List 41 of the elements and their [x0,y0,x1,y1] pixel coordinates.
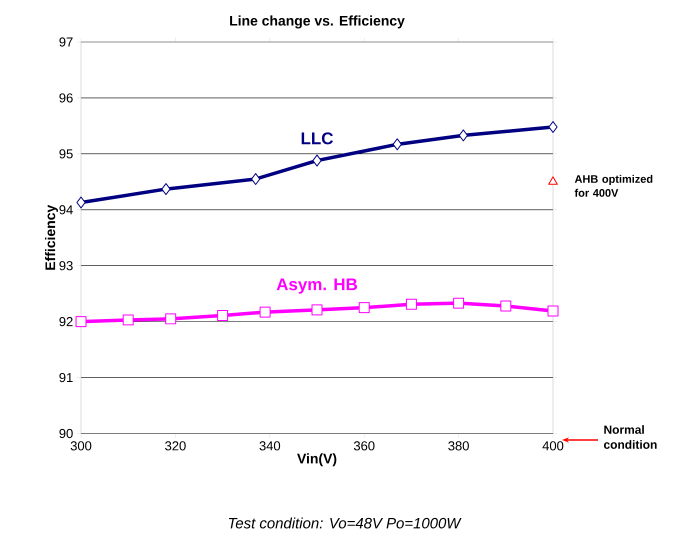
chart-title: Line change vs. Efficiency [230,15,405,28]
y-tick-label: 91 [59,372,73,382]
point [260,306,271,318]
x-tick-label: 300 [70,441,92,450]
y-tick-label: 96 [59,93,73,103]
y-axis-title: Efficiency [44,204,58,270]
y-tick-label: 90 [59,428,73,438]
point [458,129,468,142]
point [122,314,134,326]
y-tick-label: 93 [59,261,73,270]
x-tick-label: 400 [542,441,564,450]
point [76,196,86,208]
point [76,316,86,328]
x-axis-title: Vin(V) [297,453,336,466]
y-tick-label: 97 [59,37,73,47]
annotation: AHB optimized for 400V [574,174,652,197]
point [251,173,260,185]
text: Test condition: Vo=48V Po=1000W [228,517,462,528]
y-tick-label: 92 [59,317,73,326]
series-label: Asym. HB [276,278,358,294]
point [358,302,370,314]
point [392,138,402,150]
x-tick-label: 340 [260,441,280,450]
point [453,298,464,309]
point [312,154,322,167]
point [406,298,417,310]
y-tick-label: 94 [59,205,73,214]
point [548,306,558,316]
x-tick-label: 360 [354,441,375,450]
point [548,176,558,185]
point [217,310,228,321]
x-tick-label: 380 [448,441,469,450]
point [165,313,176,324]
point [500,300,512,312]
point [312,304,322,316]
point [161,183,171,196]
x-tick-label: 320 [165,441,186,450]
point [548,121,558,133]
y-tick-label: 95 [59,149,73,158]
series-label: LLC [302,132,334,144]
text: Normal condition [604,425,657,449]
